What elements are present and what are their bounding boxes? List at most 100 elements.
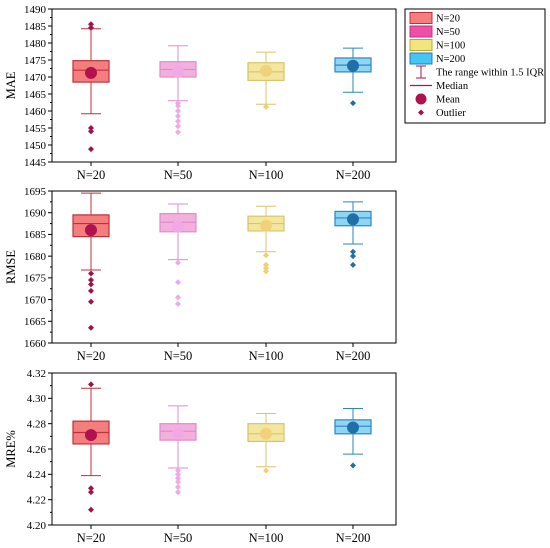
x-tick-label: N=50: [164, 531, 193, 545]
mean-marker: [85, 429, 97, 442]
x-tick-label: N=20: [77, 168, 106, 182]
outlier-point: [175, 129, 181, 136]
y-tick-label: 1675: [24, 273, 47, 285]
mean-marker: [347, 59, 359, 72]
x-tick-label: N=100: [249, 168, 284, 182]
outlier-point: [88, 277, 94, 284]
outlier-point: [175, 100, 181, 107]
legend-item: Outlier: [418, 108, 466, 119]
legend: N=20 N=50 N=100 N=200 The range within 1.5 I…: [404, 8, 546, 124]
y-tick-label: 4.26: [27, 444, 47, 456]
legend-label: The range within 1.5 IQR: [436, 68, 544, 79]
panel-mre: 4.20 4.22 4.24 4.26 4.28 4.30 4.32 MRE% N=20 N=50…: [4, 368, 397, 545]
legend-label: N=200: [436, 54, 465, 65]
outlier-point: [263, 252, 269, 259]
outlier-point: [350, 261, 356, 268]
outlier-point: [175, 118, 181, 125]
outlier-point: [88, 381, 94, 388]
legend-swatch: [409, 25, 433, 38]
y-tick-label: 4.28: [27, 418, 47, 430]
outlier-point: [263, 268, 269, 275]
outlier-point: [175, 300, 181, 307]
outlier-point: [88, 287, 94, 294]
legend-label: N=100: [436, 41, 465, 52]
mean-marker: [347, 213, 359, 226]
y-tick-label: 1665: [24, 316, 47, 328]
outlier-point: [263, 467, 269, 474]
mean-marker: [260, 64, 272, 77]
y-tick-label: 4.30: [27, 393, 47, 405]
outlier-point: [88, 281, 94, 288]
outlier-point: [175, 294, 181, 301]
x-tick-label: N=100: [249, 531, 284, 545]
box-n20: [72, 21, 110, 153]
box-n200: [334, 47, 372, 107]
y-tick-label: 1660: [24, 338, 47, 350]
x-tick-label: N=200: [336, 349, 371, 363]
outlier-point: [88, 324, 94, 331]
legend-label: N=20: [436, 14, 460, 25]
y-tick-label: 4.22: [27, 494, 46, 506]
box-n50: [159, 203, 197, 307]
y-tick-label: 1690: [24, 208, 47, 220]
outlier-point: [175, 113, 181, 120]
y-tick-label: 1465: [24, 89, 47, 101]
y-tick-label: 1445: [24, 157, 47, 169]
x-tick-label: N=200: [336, 531, 371, 545]
outlier-point: [88, 485, 94, 492]
legend-item: N=20: [409, 12, 460, 25]
box-n100: [247, 413, 285, 474]
legend-label: N=50: [436, 27, 460, 38]
outlier-point: [175, 279, 181, 286]
box-n100: [247, 51, 285, 110]
outlier-point: [175, 475, 181, 482]
legend-mean-symbol: [415, 93, 427, 105]
outlier-point: [175, 471, 181, 478]
outlier-point: [175, 259, 181, 266]
legend-swatch: [409, 39, 433, 51]
y-tick-label: 1455: [24, 123, 47, 135]
outlier-point: [175, 108, 181, 114]
x-tick-label: N=100: [249, 349, 284, 363]
outlier-point: [88, 489, 94, 496]
y-tick-label: 1685: [24, 229, 47, 241]
outlier-point: [88, 298, 94, 305]
y-tick-label: 1695: [24, 186, 47, 198]
box-n20: [72, 381, 110, 513]
outlier-point: [263, 261, 269, 268]
outlier-point: [175, 484, 181, 490]
outlier-point: [88, 125, 94, 131]
y-tick-label: 1460: [24, 106, 47, 118]
legend-swatch: [409, 12, 433, 24]
mean-marker: [260, 219, 272, 232]
outlier-point: [350, 100, 356, 107]
y-axis-label: RMSE: [4, 250, 18, 284]
box-n200: [334, 201, 372, 268]
y-tick-label: 4.20: [27, 520, 47, 532]
panel-mae: 1445 1450 1455 1460 1465 1470 1475 1480 1485 1490…: [4, 4, 397, 182]
outlier-point: [175, 123, 181, 130]
y-tick-label: 1470: [24, 72, 47, 84]
y-tick-label: 1680: [24, 251, 47, 263]
y-axis-label: MAE: [4, 71, 18, 99]
legend-item: The range within 1.5 IQR: [416, 65, 544, 79]
legend-item: N=50: [409, 25, 460, 38]
outlier-point: [175, 467, 181, 474]
mean-marker: [260, 427, 272, 440]
plot-frame: [51, 372, 397, 526]
mean-marker: [172, 65, 184, 78]
legend-label: Mean: [436, 95, 461, 106]
outlier-point: [88, 270, 94, 277]
outlier-point: [88, 146, 94, 153]
y-tick-label: 4.24: [27, 469, 47, 481]
y-axis-label: MRE%: [4, 430, 18, 468]
outlier-point: [175, 478, 181, 485]
y-tick-label: 1475: [24, 55, 47, 67]
y-tick-label: 1670: [24, 294, 47, 306]
y-tick-label: 1480: [24, 38, 47, 50]
y-tick-label: 4.32: [27, 368, 46, 380]
x-tick-label: N=50: [164, 168, 193, 182]
outlier-point: [350, 253, 356, 260]
outlier-point: [350, 248, 356, 255]
